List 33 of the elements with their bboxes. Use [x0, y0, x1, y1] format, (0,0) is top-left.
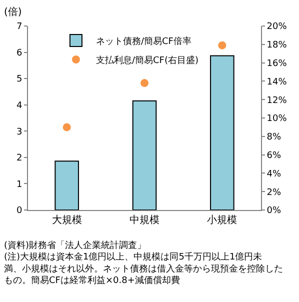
text: (注)大規模は資本金1億円以上、中規模は同5千万円以上1億円未満、小規模はそれ以外。ネット債務は借入金等から現預金を控除したもの。簡易CFは経常利益×0.8+減価償却費 [4, 252, 283, 286]
bar [210, 55, 234, 210]
y2-tick-label: 18% [266, 40, 288, 51]
y2-tick-label: 4% [266, 169, 282, 180]
y2-tick-label: 16% [266, 58, 288, 69]
y2-tick-label: 20% [266, 22, 288, 32]
point [140, 79, 148, 88]
y2-tick-label: 0% [266, 206, 282, 216]
legend-label: ネット債務/簡易CF倍率 [96, 36, 192, 48]
y2-tick-label: 6% [266, 150, 282, 161]
y-tick-label: 0 [16, 206, 22, 216]
y-tick-label: 7 [16, 22, 22, 32]
text: (資料)財務省「法人企業統計調査」 [4, 240, 146, 251]
y-axis-title: (倍) [4, 6, 22, 18]
y2-tick-label: 2% [266, 188, 282, 198]
y-tick-label: 5 [16, 74, 22, 85]
legend-label: 支払利息/簡易CF(右目盛) [96, 55, 198, 66]
y-tick-label: 4 [16, 101, 22, 112]
y2-tick-label: 12% [266, 96, 288, 106]
x-tick-label: 小規模 [207, 214, 238, 226]
y2-tick-label: 8% [266, 132, 282, 143]
point [62, 123, 71, 132]
bar [54, 160, 79, 210]
y-tick-label: 3 [16, 127, 22, 138]
y2-tick-label: 14% [266, 77, 288, 88]
y-tick-label: 6 [16, 48, 22, 58]
y2-tick-label: 10% [266, 114, 288, 124]
y-tick-label: 1 [16, 180, 22, 190]
y-tick-label: 2 [16, 154, 22, 164]
point [218, 41, 226, 50]
bar [132, 100, 157, 210]
x-tick-label: 中規模 [130, 214, 160, 226]
x-tick-label: 大規模 [52, 214, 82, 226]
